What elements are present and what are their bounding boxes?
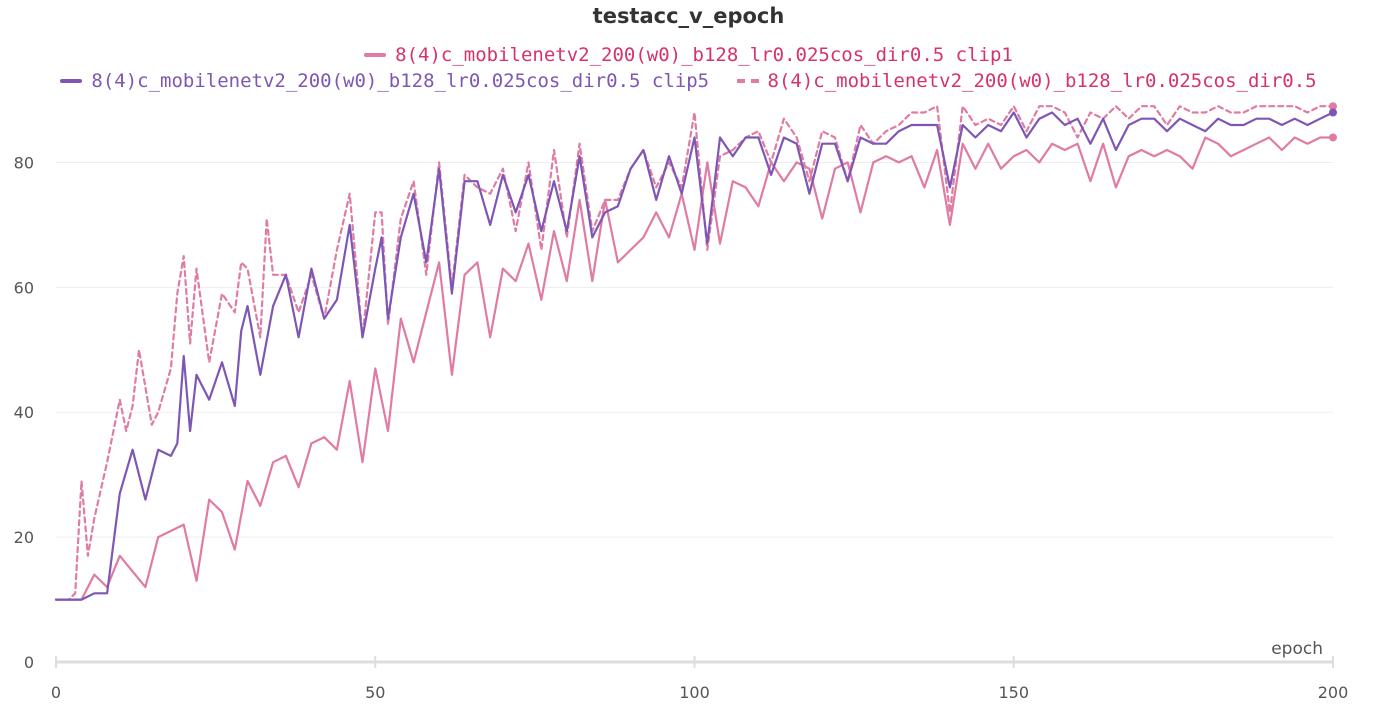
- x-axis-label: epoch: [1271, 639, 1323, 659]
- x-tick-label: 50: [365, 683, 385, 702]
- x-tick-label: 150: [998, 683, 1029, 702]
- chart-title: testacc_v_epoch: [592, 4, 785, 28]
- y-tick-label: 20: [14, 528, 34, 547]
- legend-swatch-dashed: [736, 79, 759, 83]
- legend-item-base[interactable]: 8(4)c_mobilenetv2_200(w0)_b128_lr0.025co…: [736, 70, 1317, 92]
- y-tick-label: 80: [14, 153, 34, 172]
- legend-item-clip1[interactable]: 8(4)c_mobilenetv2_200(w0)_b128_lr0.025co…: [364, 44, 1013, 66]
- legend-row: 8(4)c_mobilenetv2_200(w0)_b128_lr0.025co…: [0, 66, 1377, 92]
- legend-swatch-solid: [364, 53, 387, 57]
- axes: 0 20 40 60 80 0 50 100 150 200: [14, 153, 1349, 702]
- series-lines: [54, 102, 1337, 601]
- legend-item-clip5[interactable]: 8(4)c_mobilenetv2_200(w0)_b128_lr0.025co…: [60, 70, 709, 92]
- y-tick-label: 60: [14, 278, 34, 297]
- series-end-marker: [1329, 133, 1337, 142]
- legend-swatch-solid: [60, 79, 83, 83]
- x-tick-label: 0: [51, 683, 61, 702]
- x-tick-label: 200: [1318, 683, 1349, 702]
- series-end-marker: [1329, 108, 1337, 117]
- legend-label: 8(4)c_mobilenetv2_200(w0)_b128_lr0.025co…: [91, 70, 710, 92]
- legend-label: 8(4)c_mobilenetv2_200(w0)_b128_lr0.025co…: [767, 70, 1317, 92]
- series-line-base: [54, 105, 1335, 601]
- series-line-clip5: [54, 111, 1335, 601]
- gridlines: [56, 161, 1333, 538]
- legend-row: 8(4)c_mobilenetv2_200(w0)_b128_lr0.025co…: [0, 40, 1377, 66]
- legend-label: 8(4)c_mobilenetv2_200(w0)_b128_lr0.025co…: [395, 44, 1013, 66]
- y-tick-label: 0: [24, 653, 34, 672]
- series-end-marker: [1329, 102, 1337, 111]
- series-line-clip1: [54, 136, 1335, 601]
- x-tick-label: 100: [679, 683, 710, 702]
- y-tick-label: 40: [14, 403, 34, 422]
